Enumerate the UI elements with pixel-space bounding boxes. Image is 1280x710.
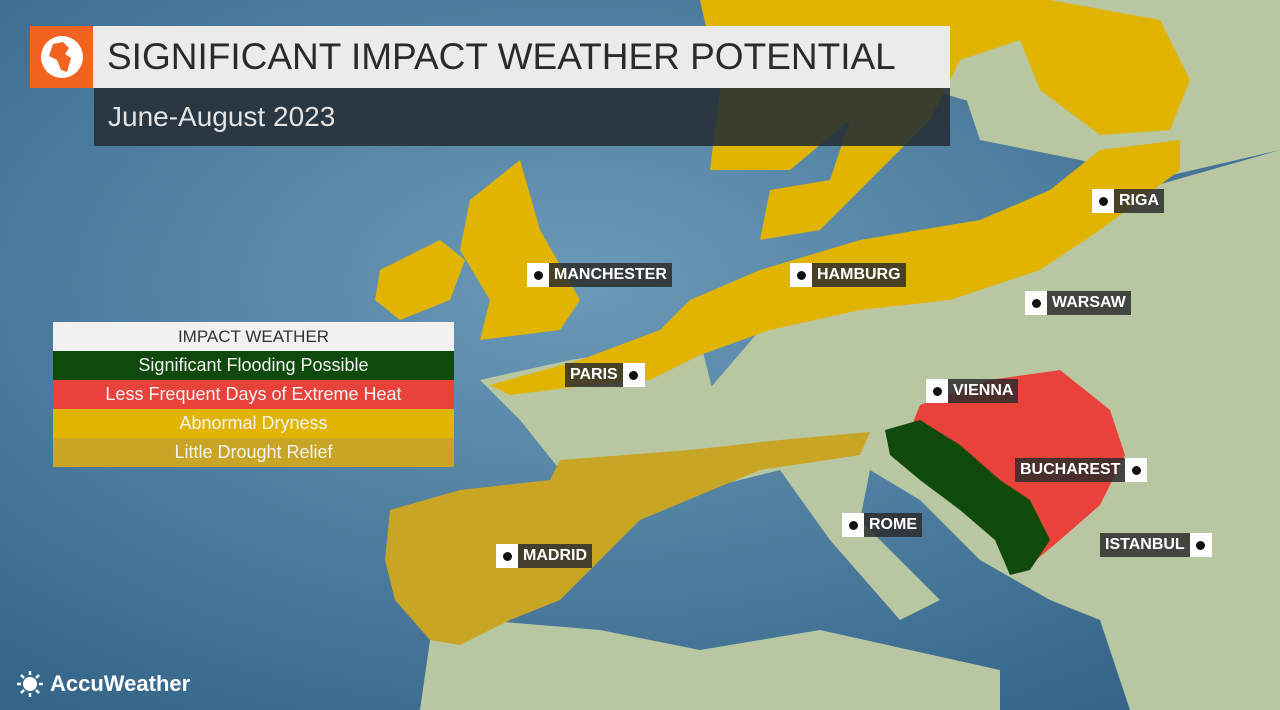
city-dot-icon <box>1092 189 1114 213</box>
zone-flooding <box>885 420 1050 575</box>
legend-title: IMPACT WEATHER <box>53 322 454 351</box>
city-label: ROME <box>864 513 922 537</box>
city-label: VIENNA <box>948 379 1019 403</box>
legend-item-little-drought-relief: Little Drought Relief <box>53 438 454 467</box>
globe-icon <box>30 26 93 88</box>
city-dot-icon <box>1189 533 1212 557</box>
city-label: HAMBURG <box>812 263 906 287</box>
city-dot-icon <box>496 544 518 568</box>
title-bar: SIGNIFICANT IMPACT WEATHER POTENTIAL <box>30 26 950 88</box>
city-dot-icon <box>1125 458 1148 482</box>
city-dot-icon <box>790 263 812 287</box>
city-rome: ROME <box>842 513 922 537</box>
city-madrid: MADRID <box>496 544 592 568</box>
city-label: RIGA <box>1114 189 1164 213</box>
city-riga: RIGA <box>1092 189 1164 213</box>
city-label: MANCHESTER <box>549 263 672 287</box>
zone-little-drought-relief <box>385 432 870 645</box>
city-dot-icon <box>926 379 948 403</box>
city-label: ISTANBUL <box>1100 533 1190 557</box>
city-dot-icon <box>527 263 549 287</box>
city-dot-icon <box>842 513 864 537</box>
city-istanbul: ISTANBUL <box>1100 533 1212 557</box>
city-vienna: VIENNA <box>926 379 1019 403</box>
city-hamburg: HAMBURG <box>790 263 906 287</box>
legend-item-extreme-heat: Less Frequent Days of Extreme Heat <box>53 380 454 409</box>
sun-icon <box>17 671 43 697</box>
city-warsaw: WARSAW <box>1025 291 1131 315</box>
city-dot-icon <box>1025 291 1047 315</box>
city-dot-icon <box>622 363 645 387</box>
legend-item-abnormal-dryness: Abnormal Dryness <box>53 409 454 438</box>
city-bucharest: BUCHAREST <box>1015 458 1148 482</box>
brand-name: AccuWeather <box>50 671 191 696</box>
city-paris: PARIS <box>565 363 645 387</box>
legend: IMPACT WEATHER Significant Flooding Poss… <box>53 322 454 467</box>
city-manchester: MANCHESTER <box>527 263 672 287</box>
page-subtitle: June-August 2023 <box>94 88 950 146</box>
accuweather-logo: AccuWeather <box>16 670 190 698</box>
page-title: SIGNIFICANT IMPACT WEATHER POTENTIAL <box>93 26 950 88</box>
city-label: BUCHAREST <box>1015 458 1126 482</box>
city-label: WARSAW <box>1047 291 1131 315</box>
city-label: MADRID <box>518 544 592 568</box>
city-label: PARIS <box>565 363 623 387</box>
legend-item-flooding: Significant Flooding Possible <box>53 351 454 380</box>
